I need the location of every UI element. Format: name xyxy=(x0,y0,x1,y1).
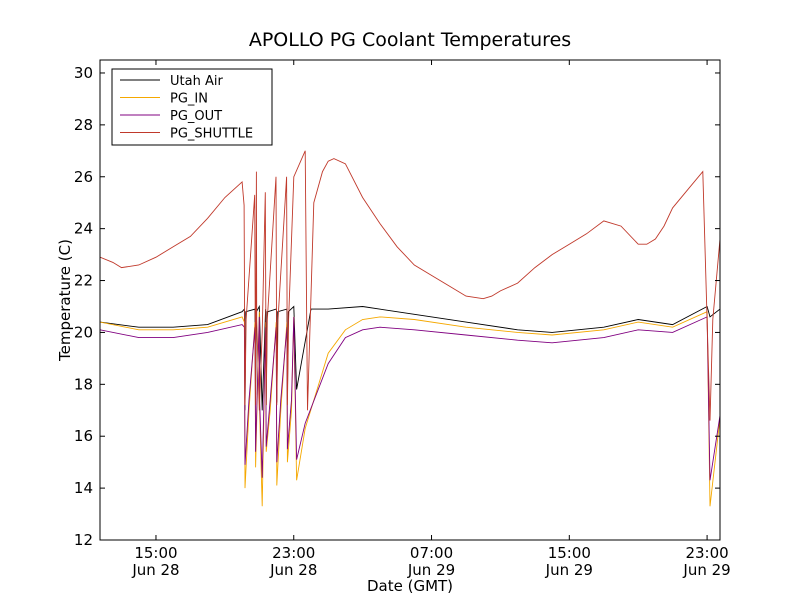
legend-entry: Utah Air xyxy=(170,74,223,89)
y-tick-label: 12 xyxy=(74,531,93,549)
x-tick-label-time: 15:00 xyxy=(134,544,177,562)
x-tick-label-date: Jun 29 xyxy=(545,561,593,579)
chart-title: APOLLO PG Coolant Temperatures xyxy=(249,29,571,51)
y-tick-label: 30 xyxy=(74,64,93,82)
y-tick-label: 26 xyxy=(74,168,93,186)
y-tick-label: 16 xyxy=(74,427,93,445)
x-tick-label-time: 07:00 xyxy=(410,544,453,562)
series-line-pg-out xyxy=(100,316,720,481)
x-tick-label-time: 15:00 xyxy=(548,544,591,562)
y-tick-label: 18 xyxy=(74,375,93,393)
x-tick-label-date: Jun 28 xyxy=(269,561,317,579)
y-axis-label: Temperature (C) xyxy=(56,239,74,362)
y-tick-label: 24 xyxy=(74,220,93,238)
series-line-pg-in xyxy=(100,311,720,507)
x-tick-label-date: Jun 28 xyxy=(131,561,179,579)
plot-frame xyxy=(99,59,721,541)
x-tick-label-time: 23:00 xyxy=(685,544,728,562)
legend-entry: PG_IN xyxy=(170,92,208,107)
y-tick-label: 14 xyxy=(74,479,93,497)
legend-entry: PG_SHUTTLE xyxy=(170,127,253,142)
y-tick-label: 28 xyxy=(74,116,93,134)
plot-area xyxy=(100,150,720,507)
x-tick-label-date: Jun 29 xyxy=(682,561,730,579)
x-axis-label: Date (GMT) xyxy=(367,577,453,595)
legend-entry: PG_OUT xyxy=(170,109,222,124)
series-line-pg-shuttle xyxy=(100,150,720,421)
y-tick-label: 22 xyxy=(74,272,93,290)
x-tick-label-time: 23:00 xyxy=(272,544,315,562)
y-tick-label: 20 xyxy=(74,323,93,341)
series-line-utah-air xyxy=(100,304,720,411)
x-tick-label-date: Jun 29 xyxy=(407,561,455,579)
legend: Utah Air PG_IN PG_OUT PG_SHUTTLE xyxy=(111,68,273,146)
